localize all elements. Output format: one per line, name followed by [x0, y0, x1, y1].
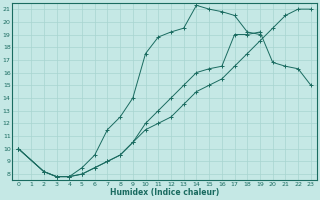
X-axis label: Humidex (Indice chaleur): Humidex (Indice chaleur)	[110, 188, 219, 197]
